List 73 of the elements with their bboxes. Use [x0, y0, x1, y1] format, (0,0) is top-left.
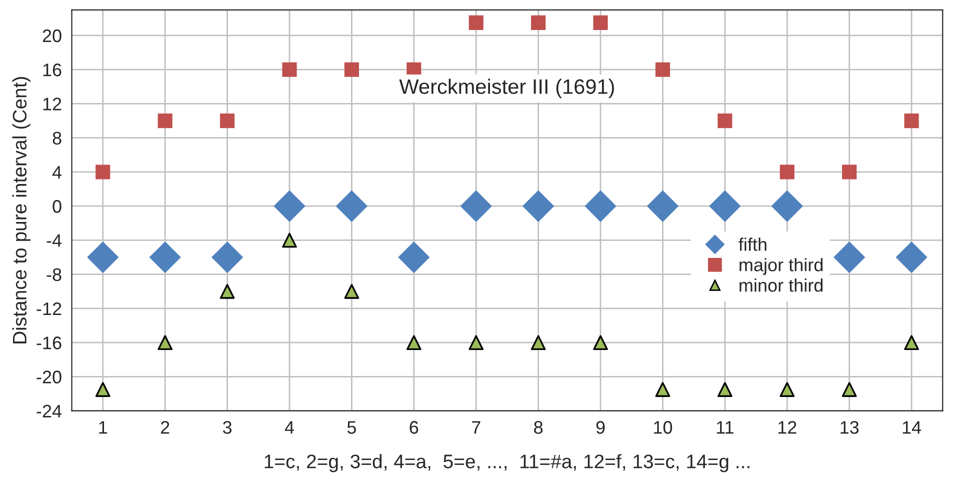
x-tick-label: 7 [472, 421, 480, 434]
y-tick-label: -20 [36, 370, 62, 384]
point [522, 190, 554, 222]
point [531, 15, 546, 30]
point [149, 241, 181, 274]
point [904, 335, 919, 350]
point [468, 15, 484, 30]
point [274, 190, 306, 222]
point [398, 241, 430, 274]
x-tick-label: 10 [654, 421, 672, 434]
point [460, 190, 492, 222]
point [771, 190, 803, 222]
point [282, 232, 297, 248]
point [336, 190, 368, 222]
x-tick-label: 5 [347, 421, 356, 434]
point [344, 284, 360, 299]
point [468, 335, 484, 350]
point [593, 335, 608, 350]
y-tick-label: -8 [46, 268, 62, 282]
point [344, 62, 359, 77]
x-tick-label: 2 [160, 421, 170, 434]
point [211, 241, 244, 274]
x-tick-label: 12 [778, 421, 796, 434]
point [655, 382, 670, 397]
y-tick-label: 4 [52, 166, 62, 179]
x-tick-label: 11 [716, 421, 734, 434]
y-tick-label: 8 [52, 132, 62, 145]
point [158, 114, 172, 128]
point [646, 190, 679, 222]
point [834, 241, 866, 274]
y-tick-label: 0 [52, 200, 62, 213]
point [709, 190, 741, 222]
y-tick-label: -16 [36, 336, 62, 350]
x-axis-title: 1=c, 2=g, 3=d, 4=a, 5=e, ..., 11=#a, 12=f, 13=c, 14=g ... [264, 454, 750, 472]
point [718, 114, 732, 128]
x-tick-label: 8 [534, 421, 543, 434]
point [96, 164, 110, 180]
point [406, 335, 422, 350]
x-tick-label: 6 [410, 421, 418, 434]
point [593, 15, 608, 30]
y-tick-label: -4 [46, 234, 62, 247]
point [87, 241, 119, 274]
point [904, 114, 919, 128]
x-tick-label: 13 [840, 421, 859, 434]
point [584, 190, 616, 222]
y-tick-label: 16 [43, 64, 62, 76]
legend-label: fifth [738, 238, 766, 251]
point [896, 241, 928, 274]
x-tick-label: 1 [99, 421, 108, 434]
point [842, 164, 857, 180]
legend-label: major third [740, 258, 823, 275]
y-tick-label: -12 [36, 302, 62, 316]
point [95, 382, 110, 397]
y-tick-label: 20 [42, 29, 62, 42]
point [158, 335, 173, 350]
x-tick-label: 4 [284, 421, 294, 434]
text: Werckmeister III (1691) [399, 78, 614, 98]
x-tick-label: 3 [222, 421, 232, 434]
point [780, 382, 795, 397]
y-axis-title: Distance to pure interval (Cent) [12, 77, 30, 344]
point [220, 114, 235, 128]
point [530, 335, 546, 350]
legend-label: minor third [740, 278, 823, 292]
point [282, 62, 297, 77]
point [718, 382, 732, 397]
point [842, 382, 857, 397]
point [780, 164, 794, 180]
x-tick-label: 14 [902, 421, 922, 434]
x-tick-label: 9 [596, 421, 605, 434]
y-tick-label: 12 [43, 98, 62, 110]
point [220, 284, 235, 299]
point [655, 62, 670, 77]
y-tick-label: -24 [36, 404, 62, 418]
